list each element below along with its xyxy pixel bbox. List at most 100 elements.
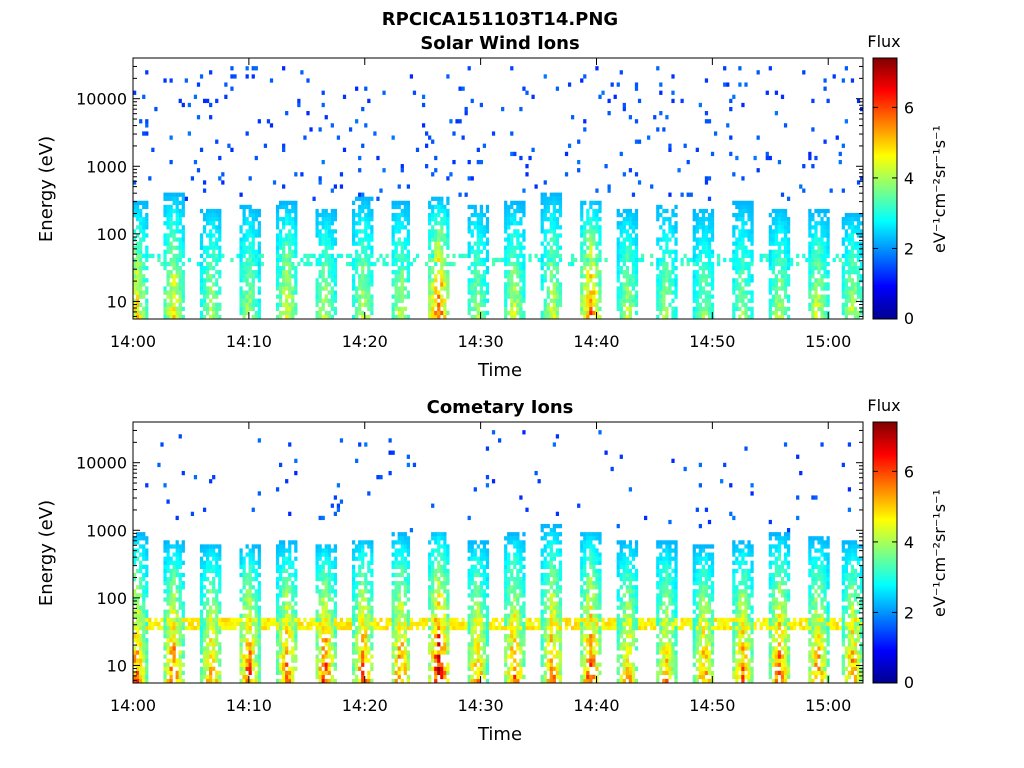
spectrogram-cell bbox=[461, 253, 465, 259]
spectrogram-cell bbox=[513, 261, 517, 267]
spectrogram-cell bbox=[333, 581, 337, 586]
spectrogram-cell bbox=[364, 678, 368, 684]
spectrogram-cell bbox=[358, 302, 362, 307]
spectrogram-cell bbox=[555, 196, 560, 201]
spectrogram-cell bbox=[209, 674, 213, 680]
x-axis: 14:00 14:10 14:20 14:30 14:40 14:50 15:00 bbox=[110, 58, 851, 351]
spectrogram-cell bbox=[738, 261, 742, 267]
spectrogram-cell bbox=[361, 204, 365, 210]
spectrogram-cell bbox=[136, 261, 140, 267]
spectrogram-cell bbox=[580, 225, 584, 230]
spectrogram-cell bbox=[741, 261, 745, 267]
spectrogram-cell bbox=[139, 208, 143, 214]
spectrogram-cell bbox=[467, 282, 471, 287]
spectrogram-cell bbox=[820, 286, 824, 291]
spectrogram-cell bbox=[513, 290, 517, 295]
spectrogram-cell bbox=[318, 658, 322, 663]
spectrogram-cell bbox=[248, 265, 252, 271]
spectrogram-cell bbox=[239, 560, 243, 565]
spectrogram-cell bbox=[470, 298, 474, 303]
spectrogram-cell bbox=[169, 678, 173, 684]
spectrogram-cell bbox=[139, 642, 143, 647]
spectrogram-cell bbox=[403, 532, 407, 537]
spectrogram-cell bbox=[397, 241, 401, 246]
spectrogram-cell bbox=[786, 298, 791, 303]
spectrogram-cell bbox=[400, 274, 404, 279]
spectrogram-cell bbox=[428, 282, 432, 287]
spectrogram-cell bbox=[294, 302, 298, 307]
spectrogram-cell bbox=[318, 552, 322, 557]
spectrogram-cell bbox=[215, 625, 219, 631]
spectrogram-cell bbox=[750, 212, 754, 218]
spectrogram-cell bbox=[397, 638, 401, 643]
spectrogram-cell bbox=[400, 278, 404, 283]
spectrogram-cell bbox=[710, 229, 715, 234]
spectrogram-cell bbox=[139, 670, 143, 676]
spectrogram-cell bbox=[485, 221, 490, 226]
spectrogram-cell bbox=[783, 282, 788, 287]
spectrogram-cell bbox=[665, 249, 669, 254]
spectrogram-cell bbox=[202, 601, 207, 606]
spectrogram-cell bbox=[470, 282, 474, 287]
spectrogram-cell bbox=[589, 217, 593, 222]
spectrogram-cell bbox=[580, 282, 584, 287]
spectrogram-cell bbox=[206, 221, 210, 226]
spectrogram-cell bbox=[856, 245, 861, 250]
spectrogram-cell bbox=[282, 670, 286, 676]
spectrogram-cell bbox=[318, 253, 322, 259]
spectrogram-cell bbox=[394, 302, 398, 307]
spectrogram-cell bbox=[248, 625, 252, 631]
spectrogram-cell bbox=[382, 257, 386, 263]
spectrogram-cell bbox=[294, 634, 298, 639]
spectrogram-cell bbox=[139, 241, 143, 246]
spectrogram-cell bbox=[370, 662, 374, 667]
spectrogram-cell bbox=[166, 499, 170, 504]
spectrogram-cell bbox=[206, 265, 210, 271]
spectrogram-cell bbox=[279, 609, 283, 614]
spectrogram-cell bbox=[513, 200, 517, 206]
spectrogram-cell bbox=[355, 294, 359, 299]
spectrogram-cell bbox=[826, 274, 830, 279]
spectrogram-cell bbox=[291, 654, 295, 659]
spectrogram-cell bbox=[333, 208, 337, 214]
spectrogram-cell bbox=[285, 282, 289, 287]
spectrogram-cell bbox=[318, 650, 322, 655]
spectrogram-cell bbox=[510, 221, 514, 226]
spectrogram-cell bbox=[391, 572, 395, 578]
spectrogram-cell bbox=[671, 74, 675, 79]
spectrogram-cell bbox=[327, 560, 331, 565]
spectrogram-cell bbox=[178, 629, 182, 635]
spectrogram-cell bbox=[321, 265, 325, 271]
spectrogram-cell bbox=[698, 274, 702, 279]
spectrogram-cell bbox=[257, 286, 261, 291]
spectrogram-cell bbox=[732, 172, 736, 177]
spectrogram-cell bbox=[589, 257, 593, 263]
spectrogram-cell bbox=[139, 576, 143, 582]
spectrogram-cell bbox=[771, 310, 775, 316]
spectrogram-cell bbox=[352, 225, 356, 230]
spectrogram-cell bbox=[847, 217, 852, 222]
spectrogram-cell bbox=[242, 310, 246, 316]
spectrogram-cell bbox=[215, 290, 219, 295]
spectrogram-cell bbox=[257, 261, 261, 267]
spectrogram-cell bbox=[209, 638, 213, 643]
spectrogram-cell bbox=[400, 212, 404, 218]
spectrogram-cell bbox=[856, 274, 861, 279]
spectrogram-cell bbox=[358, 605, 362, 610]
spectrogram-cell bbox=[504, 261, 508, 267]
spectrogram-cell bbox=[473, 212, 477, 218]
spectrogram-cell bbox=[771, 233, 775, 238]
spectrogram-cell bbox=[239, 229, 243, 234]
spectrogram-cell bbox=[318, 310, 322, 316]
spectrogram-cell bbox=[662, 290, 666, 295]
spectrogram-cell bbox=[628, 253, 633, 259]
spectrogram-cell bbox=[656, 282, 660, 287]
spectrogram-cell bbox=[282, 650, 286, 655]
spectrogram-cell bbox=[540, 261, 544, 267]
spectrogram-cell bbox=[814, 310, 818, 316]
spectrogram-cell bbox=[300, 257, 304, 263]
spectrogram-cell bbox=[224, 82, 228, 87]
spectrogram-cell bbox=[294, 221, 298, 226]
spectrogram-cell bbox=[285, 548, 289, 553]
spectrogram-cell bbox=[431, 237, 435, 242]
